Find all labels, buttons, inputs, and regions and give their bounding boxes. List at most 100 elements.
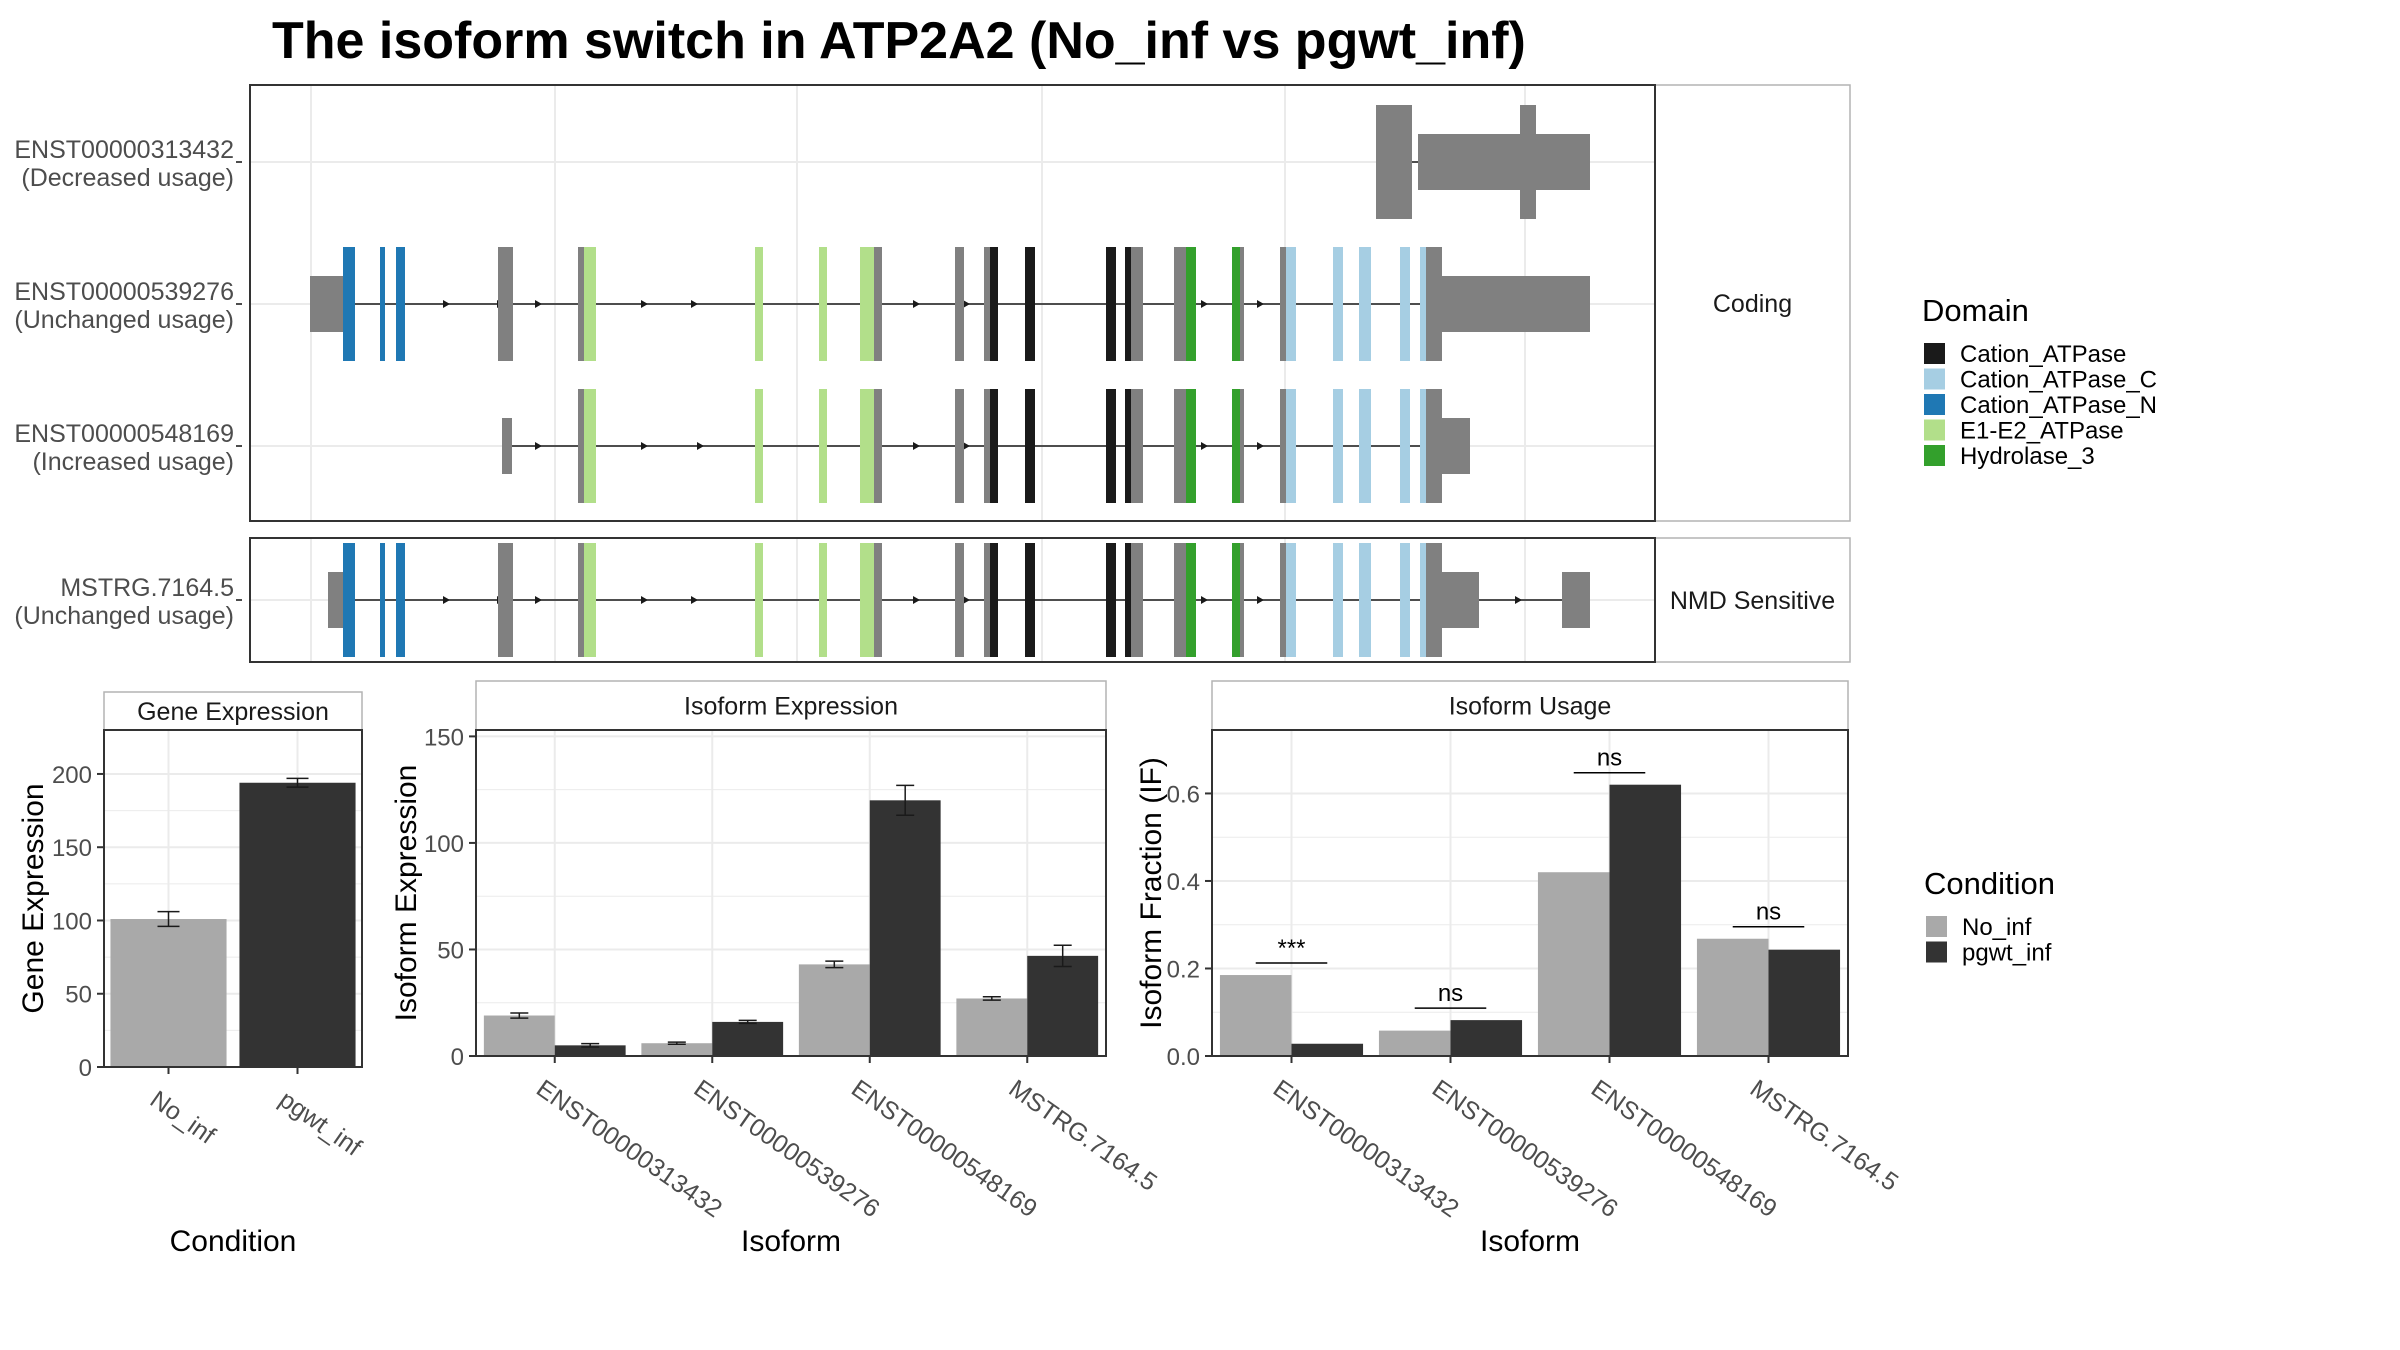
bar: [1027, 955, 1099, 1056]
bar: [641, 1043, 713, 1056]
exon-block: [984, 543, 990, 657]
domain-block: [819, 543, 827, 657]
bar: [1609, 784, 1682, 1056]
domain-block: [1286, 247, 1296, 361]
exon-block: [1174, 543, 1186, 657]
domain-block: [1400, 247, 1410, 361]
y-tick-label: 0.2: [1167, 956, 1200, 983]
exon-block: [955, 389, 964, 503]
domain-block: [1333, 247, 1343, 361]
bar: [1378, 1030, 1451, 1056]
exon-block: [955, 247, 964, 361]
strand-arrow: [963, 596, 970, 604]
facet-strip: [1654, 84, 1851, 522]
strand-arrow: [913, 300, 920, 308]
bar: [956, 998, 1028, 1056]
domain-block: [1359, 543, 1371, 657]
exon-block: [310, 276, 344, 332]
strand-arrow: [1257, 300, 1264, 308]
bar: [712, 1021, 784, 1056]
facet-strip-label: NMD Sensitive: [1670, 587, 1835, 615]
strand-arrow: [1201, 300, 1208, 308]
strand-arrow: [443, 596, 450, 604]
domain-block: [396, 247, 405, 361]
domain-legend-label: Hydrolase_3: [1960, 443, 2095, 470]
domain-legend-label: E1-E2_ATPase: [1960, 418, 2124, 445]
exon-block: [1376, 105, 1412, 219]
domain-block: [1333, 389, 1343, 503]
domain-block: [1186, 247, 1196, 361]
domain-block: [860, 247, 874, 361]
exon-block: [1520, 105, 1536, 219]
domain-block: [1125, 247, 1131, 361]
exon-block: [984, 247, 990, 361]
exon-block: [1174, 247, 1186, 361]
strand-arrow: [641, 596, 648, 604]
domain-block: [1106, 389, 1116, 503]
exon-block: [502, 418, 512, 474]
y-axis-title: Gene Expression: [17, 783, 50, 1013]
transcript-usage-label: (Unchanged usage): [14, 602, 234, 630]
significance-label: ns: [1597, 745, 1622, 772]
domain-block: [1106, 247, 1116, 361]
y-tick-label: 50: [437, 937, 464, 964]
domain-block: [1420, 543, 1426, 657]
strand-arrow: [691, 300, 698, 308]
y-tick-label: 0: [79, 1055, 92, 1082]
domain-block: [1232, 389, 1240, 503]
domain-legend-key: [1924, 419, 1945, 441]
strand-arrow: [641, 300, 648, 308]
exon-block: [1442, 418, 1470, 474]
chart-panel-border: [1211, 729, 1849, 1057]
figure-title: The isoform switch in ATP2A2 (No_inf vs …: [272, 12, 1526, 70]
transcript-id-label: MSTRG.7164.5: [60, 574, 234, 602]
exon-block: [328, 572, 343, 628]
exon-block: [955, 543, 964, 657]
exon-block: [1280, 389, 1286, 503]
condition-legend-label: No_inf: [1962, 914, 2032, 941]
y-tick-label: 0.6: [1167, 781, 1200, 808]
y-tick-label: 0.4: [1167, 869, 1200, 896]
strand-arrow: [963, 442, 970, 450]
x-axis-title: Isoform: [1480, 1225, 1580, 1258]
strand-arrow: [1515, 596, 1522, 604]
exon-block: [1426, 543, 1430, 657]
exon-block: [1280, 247, 1286, 361]
exon-block: [578, 247, 588, 361]
transcript-usage-label: (Unchanged usage): [14, 306, 234, 334]
exon-block: [498, 543, 513, 657]
strand-arrow: [535, 596, 542, 604]
domain-block: [1232, 247, 1240, 361]
domain-legend-key: [1924, 343, 1945, 364]
domain-block: [1359, 247, 1371, 361]
strand-arrow: [691, 596, 698, 604]
bar: [1291, 1043, 1364, 1056]
domain-block: [990, 247, 998, 361]
domain-block: [990, 389, 998, 503]
bar: [110, 919, 227, 1067]
domain-block: [1420, 389, 1426, 503]
exon-block: [1430, 389, 1442, 503]
transcript-usage-label: (Decreased usage): [21, 164, 234, 192]
domain-legend-label: Cation_ATPase_N: [1960, 392, 2157, 419]
domain-block: [1286, 389, 1296, 503]
exon-block: [1131, 543, 1143, 657]
exon-block: [578, 543, 588, 657]
bar: [1768, 949, 1841, 1056]
domain-block: [1025, 543, 1035, 657]
bar: [239, 782, 356, 1067]
chart-strip: [475, 680, 1107, 731]
domain-block: [584, 389, 596, 503]
transcript-id-label: ENST00000539276: [14, 278, 234, 306]
domain-block: [819, 247, 827, 361]
bar: [1450, 1020, 1523, 1056]
facet-strip: [1654, 537, 1851, 663]
exon-block: [874, 247, 882, 361]
strand-arrow: [1257, 442, 1264, 450]
exon-block: [1240, 247, 1244, 361]
exon-block: [1240, 543, 1244, 657]
condition-legend-label: pgwt_inf: [1962, 940, 2052, 967]
exon-block: [1131, 389, 1143, 503]
domain-block: [584, 247, 596, 361]
domain-block: [1286, 543, 1296, 657]
